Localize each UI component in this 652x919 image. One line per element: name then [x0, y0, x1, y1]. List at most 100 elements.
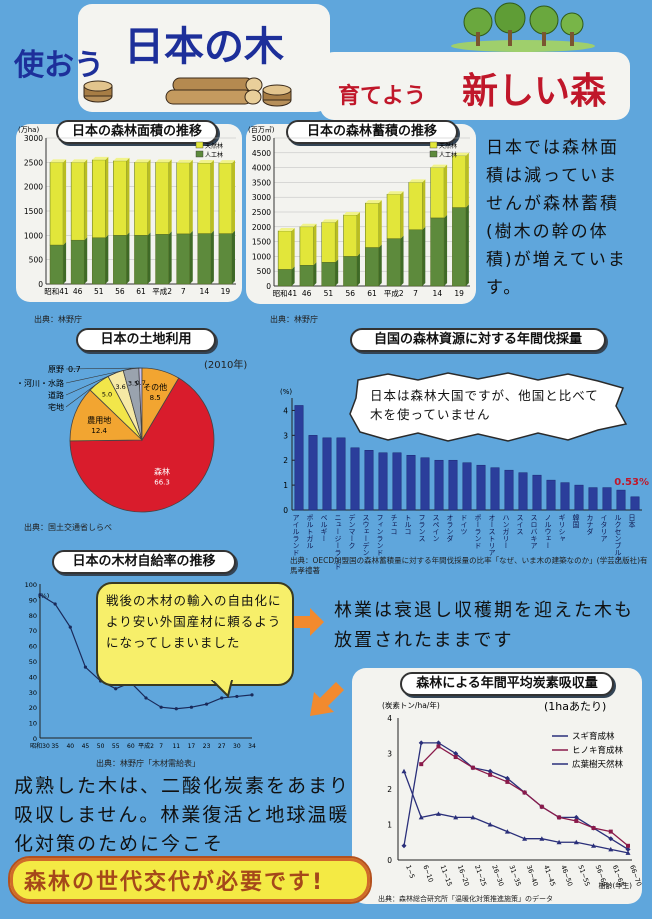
harvest-japan-label: 0.53% [614, 477, 649, 488]
harvest-xtick: ベルギー [320, 514, 328, 542]
volume-ytick: 4000 [252, 164, 271, 173]
harvest-xtick: 日本 [628, 514, 636, 529]
carbon-xtick: 11~15 [439, 864, 454, 887]
area-legend-label: 天然林 [205, 142, 223, 150]
carbon-point-hinoki [626, 843, 630, 848]
volume-bar-side [400, 235, 404, 286]
self-bubble-text: 戦後の木材の輸入の自由化により安い外国産材に頼るようになってしまいました [106, 593, 282, 650]
carbon-ytick: 3 [387, 750, 392, 759]
volume-bar-top [387, 191, 404, 195]
harvest-xtick: スペイン [432, 514, 440, 542]
area-bar-side [84, 237, 88, 284]
carbon-point-broadleaf [625, 850, 631, 855]
land-chart-source: 出典：国土交通省しらべ [24, 523, 112, 532]
carbon-point-broadleaf [556, 839, 562, 845]
carbon-point-broadleaf [453, 814, 459, 820]
harvest-bar [308, 435, 318, 511]
area-chart: (万ha) 0 500 1000 1500 2000 2500 3000 昭和41 46 51 56 6… [18, 126, 236, 296]
area-xtick: 61 [136, 287, 146, 296]
carbon-point-sugi [418, 740, 424, 746]
pie-value-other: 8.5 [150, 394, 161, 402]
area-xtick: 昭和41 [44, 287, 69, 296]
carbon-legend-label: ヒノキ育成林 [572, 745, 624, 756]
pie-value-4: 3.5 [128, 380, 138, 388]
area-bar-side [126, 232, 130, 284]
self-bubble-tail [210, 680, 234, 698]
harvest-bar [490, 467, 500, 511]
volume-bar-side [291, 266, 295, 286]
carbon-point-hinoki [505, 779, 510, 784]
area-bar-side [63, 159, 67, 246]
area-ytick: 1500 [24, 207, 43, 216]
area-ytick: 3000 [24, 134, 43, 143]
self-ytick: 20 [29, 704, 37, 712]
volume-ytick: 3500 [252, 178, 271, 187]
stumps-and-logs-illustration [83, 77, 292, 107]
pie-value-wild: 0.7 [68, 365, 81, 374]
volume-xtick: 7 [413, 289, 418, 298]
volume-bar-side [378, 200, 382, 248]
pie-value-forest: 66.3 [154, 479, 170, 487]
self-xtick: 45 [82, 743, 90, 750]
carbon-point-broadleaf [522, 836, 528, 841]
area-bar-natural [70, 162, 85, 241]
conclusion-banner-text: 森林の世代交代が必要です! [24, 870, 325, 895]
carbon-point-broadleaf [608, 846, 614, 852]
area-xtick: 19 [221, 287, 231, 296]
carbon-point-hinoki [488, 772, 493, 777]
pie-label-3: 道路 [48, 390, 64, 400]
area-bar-planted [70, 239, 85, 285]
pie-label-other: その他 [143, 382, 167, 392]
area-bar-top [197, 160, 214, 164]
volume-bar-top [365, 200, 382, 204]
harvest-ytick: 2 [283, 456, 288, 465]
carbon-point-hinoki [539, 804, 544, 809]
area-bar-top [134, 159, 151, 163]
harvest-xtick: デンマーク [348, 513, 356, 549]
harvest-xtick: オーストリア [488, 514, 496, 556]
carbon-point-sugi [453, 751, 459, 756]
harvest-xtick: オランダ [446, 514, 454, 542]
volume-ytick: 1500 [252, 238, 271, 247]
pie-slice-6 [141, 367, 180, 442]
volume-bar-planted [386, 238, 401, 287]
area-bar-side [168, 159, 172, 235]
forest-intro-text: 日本では森林面積は減っていませんが森林蓄積(樹木の幹の体積)が増えています。 [486, 138, 627, 298]
volume-legend-swatch [429, 150, 438, 158]
self-point [83, 665, 88, 669]
volume-bar-top [299, 223, 317, 227]
self-ytick: 30 [29, 689, 37, 697]
volume-bar-top [408, 179, 426, 183]
self-point [189, 705, 194, 709]
harvest-xtick: チェコ [390, 514, 398, 535]
carbon-point-broadleaf [487, 822, 493, 827]
volume-xtick: 平成2 [384, 288, 404, 298]
area-legend-swatch [195, 150, 204, 158]
volume-bar-top [321, 219, 339, 223]
area-bar-top [113, 157, 130, 161]
harvest-xtick: カナダ [586, 514, 594, 535]
self-xtick: 35 [51, 743, 59, 750]
self-xtick: 昭和30 [30, 742, 50, 750]
carbon-legend-label: 広葉樹天然林 [572, 759, 624, 770]
self-xtick: 50 [97, 743, 105, 750]
area-bar-natural [155, 162, 169, 235]
harvest-bar [630, 496, 640, 511]
area-ytick: 1000 [24, 231, 43, 240]
harvest-xtick: アイルランド [292, 514, 300, 556]
harvest-xtick: ノルウェー [544, 514, 552, 549]
carbon-ytick: 0 [387, 856, 392, 865]
carbon-xtick: 36~40 [525, 864, 540, 887]
volume-bar-natural [299, 226, 314, 266]
volume-xtick: 14 [433, 289, 443, 298]
harvest-bar [546, 479, 556, 511]
volume-bar-side [422, 179, 426, 230]
pie-value-2: 5.0 [102, 391, 112, 399]
area-bar-side [126, 157, 130, 236]
self-chart-title: 日本の木材自給率の推移 [52, 550, 236, 574]
self-xtick: 平成2 [138, 742, 154, 750]
harvest-xtick: ドイツ [460, 514, 468, 535]
carbon-point-broadleaf [591, 843, 597, 848]
self-xtick: 60 [127, 743, 135, 750]
volume-ytick: 500 [257, 267, 272, 276]
